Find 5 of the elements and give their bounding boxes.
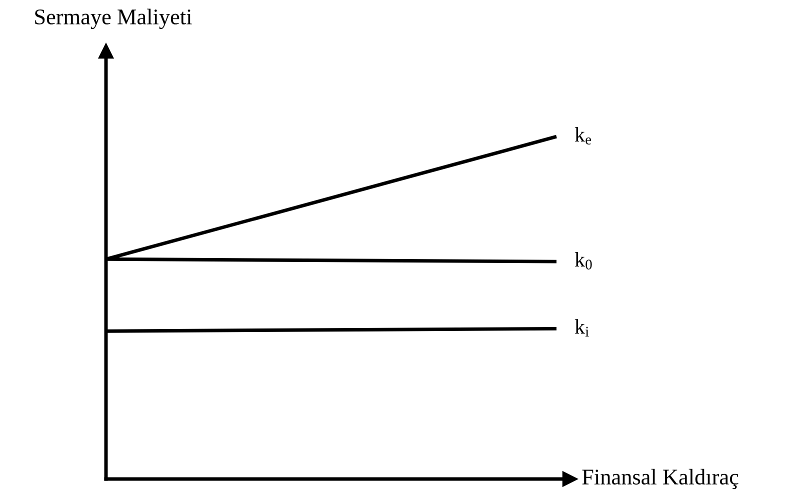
x-axis-title: Finansal Kaldıraç — [582, 468, 738, 490]
series-label: k$_{i}$ — [574, 319, 589, 336]
series-label: k$_{0}$ — [574, 252, 592, 270]
series-label: k$_{e}$ — [574, 127, 592, 144]
y-axis-title: Sermaye Maliyeti — [35, 8, 192, 30]
